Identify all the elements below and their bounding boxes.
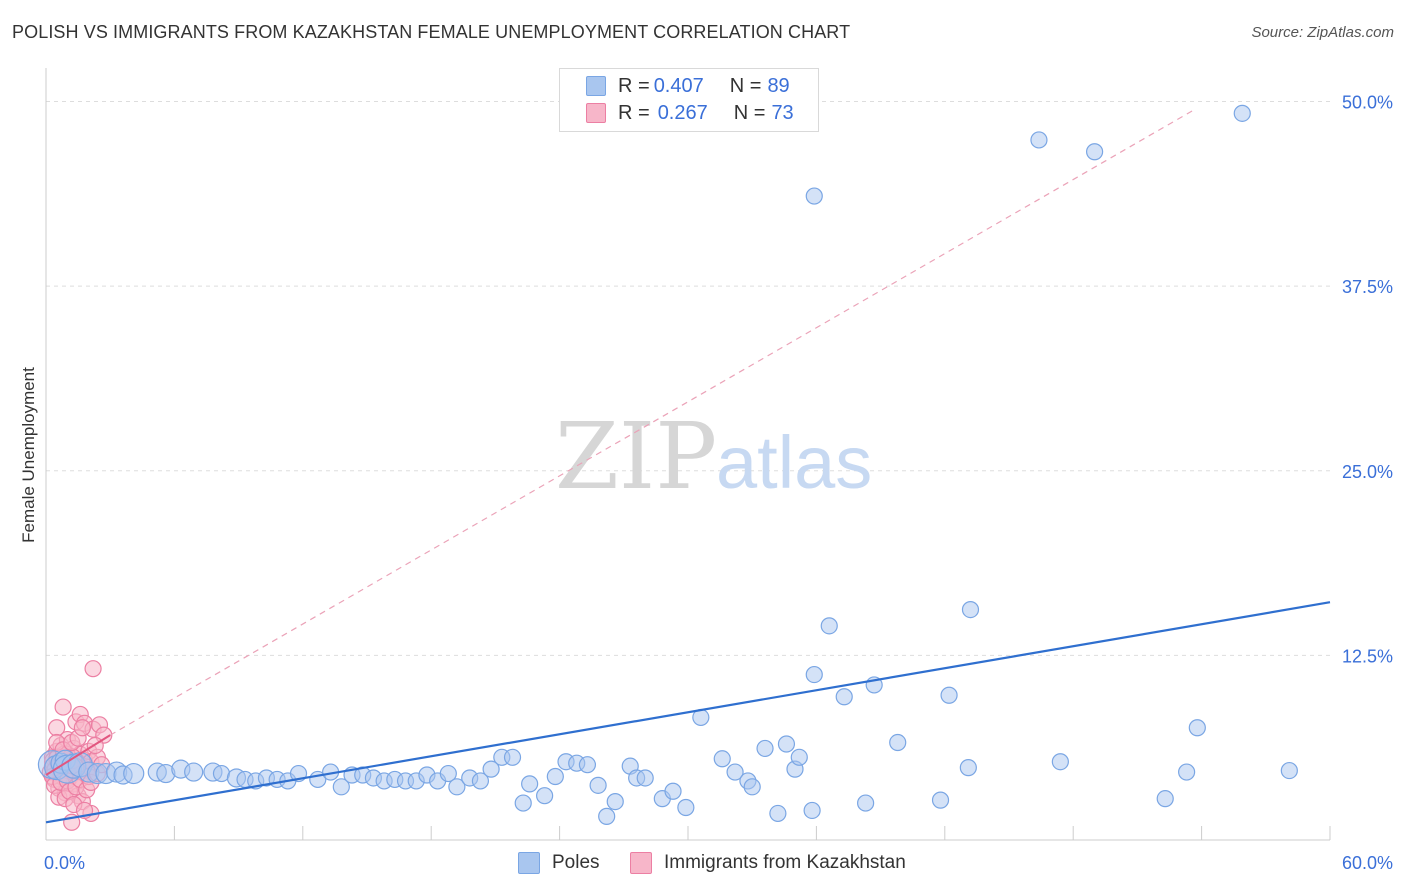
x-tick-label: 0.0% xyxy=(44,853,85,873)
poles-point xyxy=(805,187,823,205)
axes xyxy=(45,68,1331,841)
poles-point xyxy=(1156,790,1174,808)
correlation-legend: R = 0.407 N = 89 R = 0.267 N = 73 xyxy=(559,68,819,132)
n-value: 89 xyxy=(767,74,790,97)
data-points xyxy=(37,104,1298,831)
poles-point xyxy=(803,801,821,820)
poles-point xyxy=(448,778,466,796)
n-value: 73 xyxy=(771,101,794,124)
poles-point xyxy=(471,772,490,790)
poles-point xyxy=(546,767,564,786)
trend-lines xyxy=(45,109,1331,824)
poles-point xyxy=(589,776,607,794)
legend-row-poles: R = 0.407 N = 89 xyxy=(586,73,790,99)
poles-point xyxy=(889,733,907,752)
poles-swatch xyxy=(586,76,606,96)
poles-point xyxy=(1233,104,1251,122)
series-legend: Poles Immigrants from Kazakhstan xyxy=(0,852,1406,878)
poles-point xyxy=(1030,131,1048,149)
watermark: ZIP atlas xyxy=(555,403,872,510)
poles-point xyxy=(664,782,682,800)
poles-legend-label: Poles xyxy=(552,852,600,873)
poles-point xyxy=(482,760,500,778)
kazakhstan-trend-extension xyxy=(109,109,1194,736)
r-value: 0.407 xyxy=(653,74,704,97)
legend-item-kazakhstan[interactable]: Immigrants from Kazakhstan xyxy=(630,852,906,874)
poles-point xyxy=(1280,761,1298,780)
tick-labels: 12.5% 25.0% 37.5% 50.0% 0.0% 60.0% xyxy=(44,93,1393,873)
poles-point xyxy=(769,804,787,823)
poles-point xyxy=(743,778,761,796)
source-label: Source: ZipAtlas.com xyxy=(1251,24,1394,41)
poles-point xyxy=(536,787,554,805)
x-tick-label: 60.0% xyxy=(1342,853,1393,873)
n-label: N = xyxy=(729,74,762,97)
y-axis-label: Female Unemployment xyxy=(19,367,38,543)
poles-point xyxy=(123,762,145,785)
poles-point xyxy=(726,763,744,781)
watermark-atlas: atlas xyxy=(716,421,872,504)
y-tick-label: 25.0% xyxy=(1342,462,1393,482)
poles-point xyxy=(606,792,624,811)
poles-point xyxy=(1178,763,1196,781)
poles-point xyxy=(439,764,457,783)
poles-point xyxy=(857,794,875,812)
r-value: 0.267 xyxy=(657,101,708,124)
poles-point xyxy=(835,688,853,706)
poles-trend-line xyxy=(45,601,1331,824)
poles-point xyxy=(820,617,838,635)
kazakhstan-swatch xyxy=(586,103,606,123)
poles-point xyxy=(931,791,950,809)
y-tick-label: 37.5% xyxy=(1342,277,1393,297)
poles-point xyxy=(636,769,654,787)
poles-point xyxy=(805,665,823,684)
poles-point xyxy=(756,739,774,758)
poles-point xyxy=(514,794,532,812)
poles-point xyxy=(713,750,731,768)
poles-point xyxy=(677,798,695,817)
n-label: N = xyxy=(733,101,766,124)
poles-point xyxy=(1085,143,1104,161)
chart-title: POLISH VS IMMIGRANTS FROM KAZAKHSTAN FEM… xyxy=(12,22,851,42)
y-tick-label: 12.5% xyxy=(1342,646,1393,666)
poles-legend-swatch xyxy=(518,852,540,874)
legend-item-poles[interactable]: Poles xyxy=(518,852,600,874)
kazakhstan-legend-label: Immigrants from Kazakhstan xyxy=(664,852,906,873)
y-tick-label: 50.0% xyxy=(1342,93,1393,113)
poles-point xyxy=(777,735,796,753)
legend-row-kazakhstan: R = 0.267 N = 73 xyxy=(586,100,794,126)
poles-point xyxy=(332,778,350,796)
kazakhstan-point xyxy=(73,719,91,737)
watermark-zip: ZIP xyxy=(555,403,717,510)
kazakhstan-trend-line xyxy=(45,734,111,776)
poles-point xyxy=(578,756,597,774)
kazakhstan-point xyxy=(84,660,102,678)
poles-point xyxy=(503,748,522,766)
poles-point xyxy=(598,807,616,825)
poles-point xyxy=(959,759,977,777)
poles-point xyxy=(521,775,539,793)
kazakhstan-legend-swatch xyxy=(630,852,652,874)
poles-point xyxy=(184,762,204,782)
r-label: R = xyxy=(618,74,650,97)
poles-point xyxy=(1051,753,1069,771)
grid-lines xyxy=(46,101,1330,656)
r-label: R = xyxy=(618,101,650,124)
poles-point xyxy=(1188,719,1206,737)
poles-point xyxy=(961,600,980,619)
kazakhstan-point xyxy=(54,698,72,716)
poles-point xyxy=(940,686,958,704)
poles-point xyxy=(790,748,808,766)
